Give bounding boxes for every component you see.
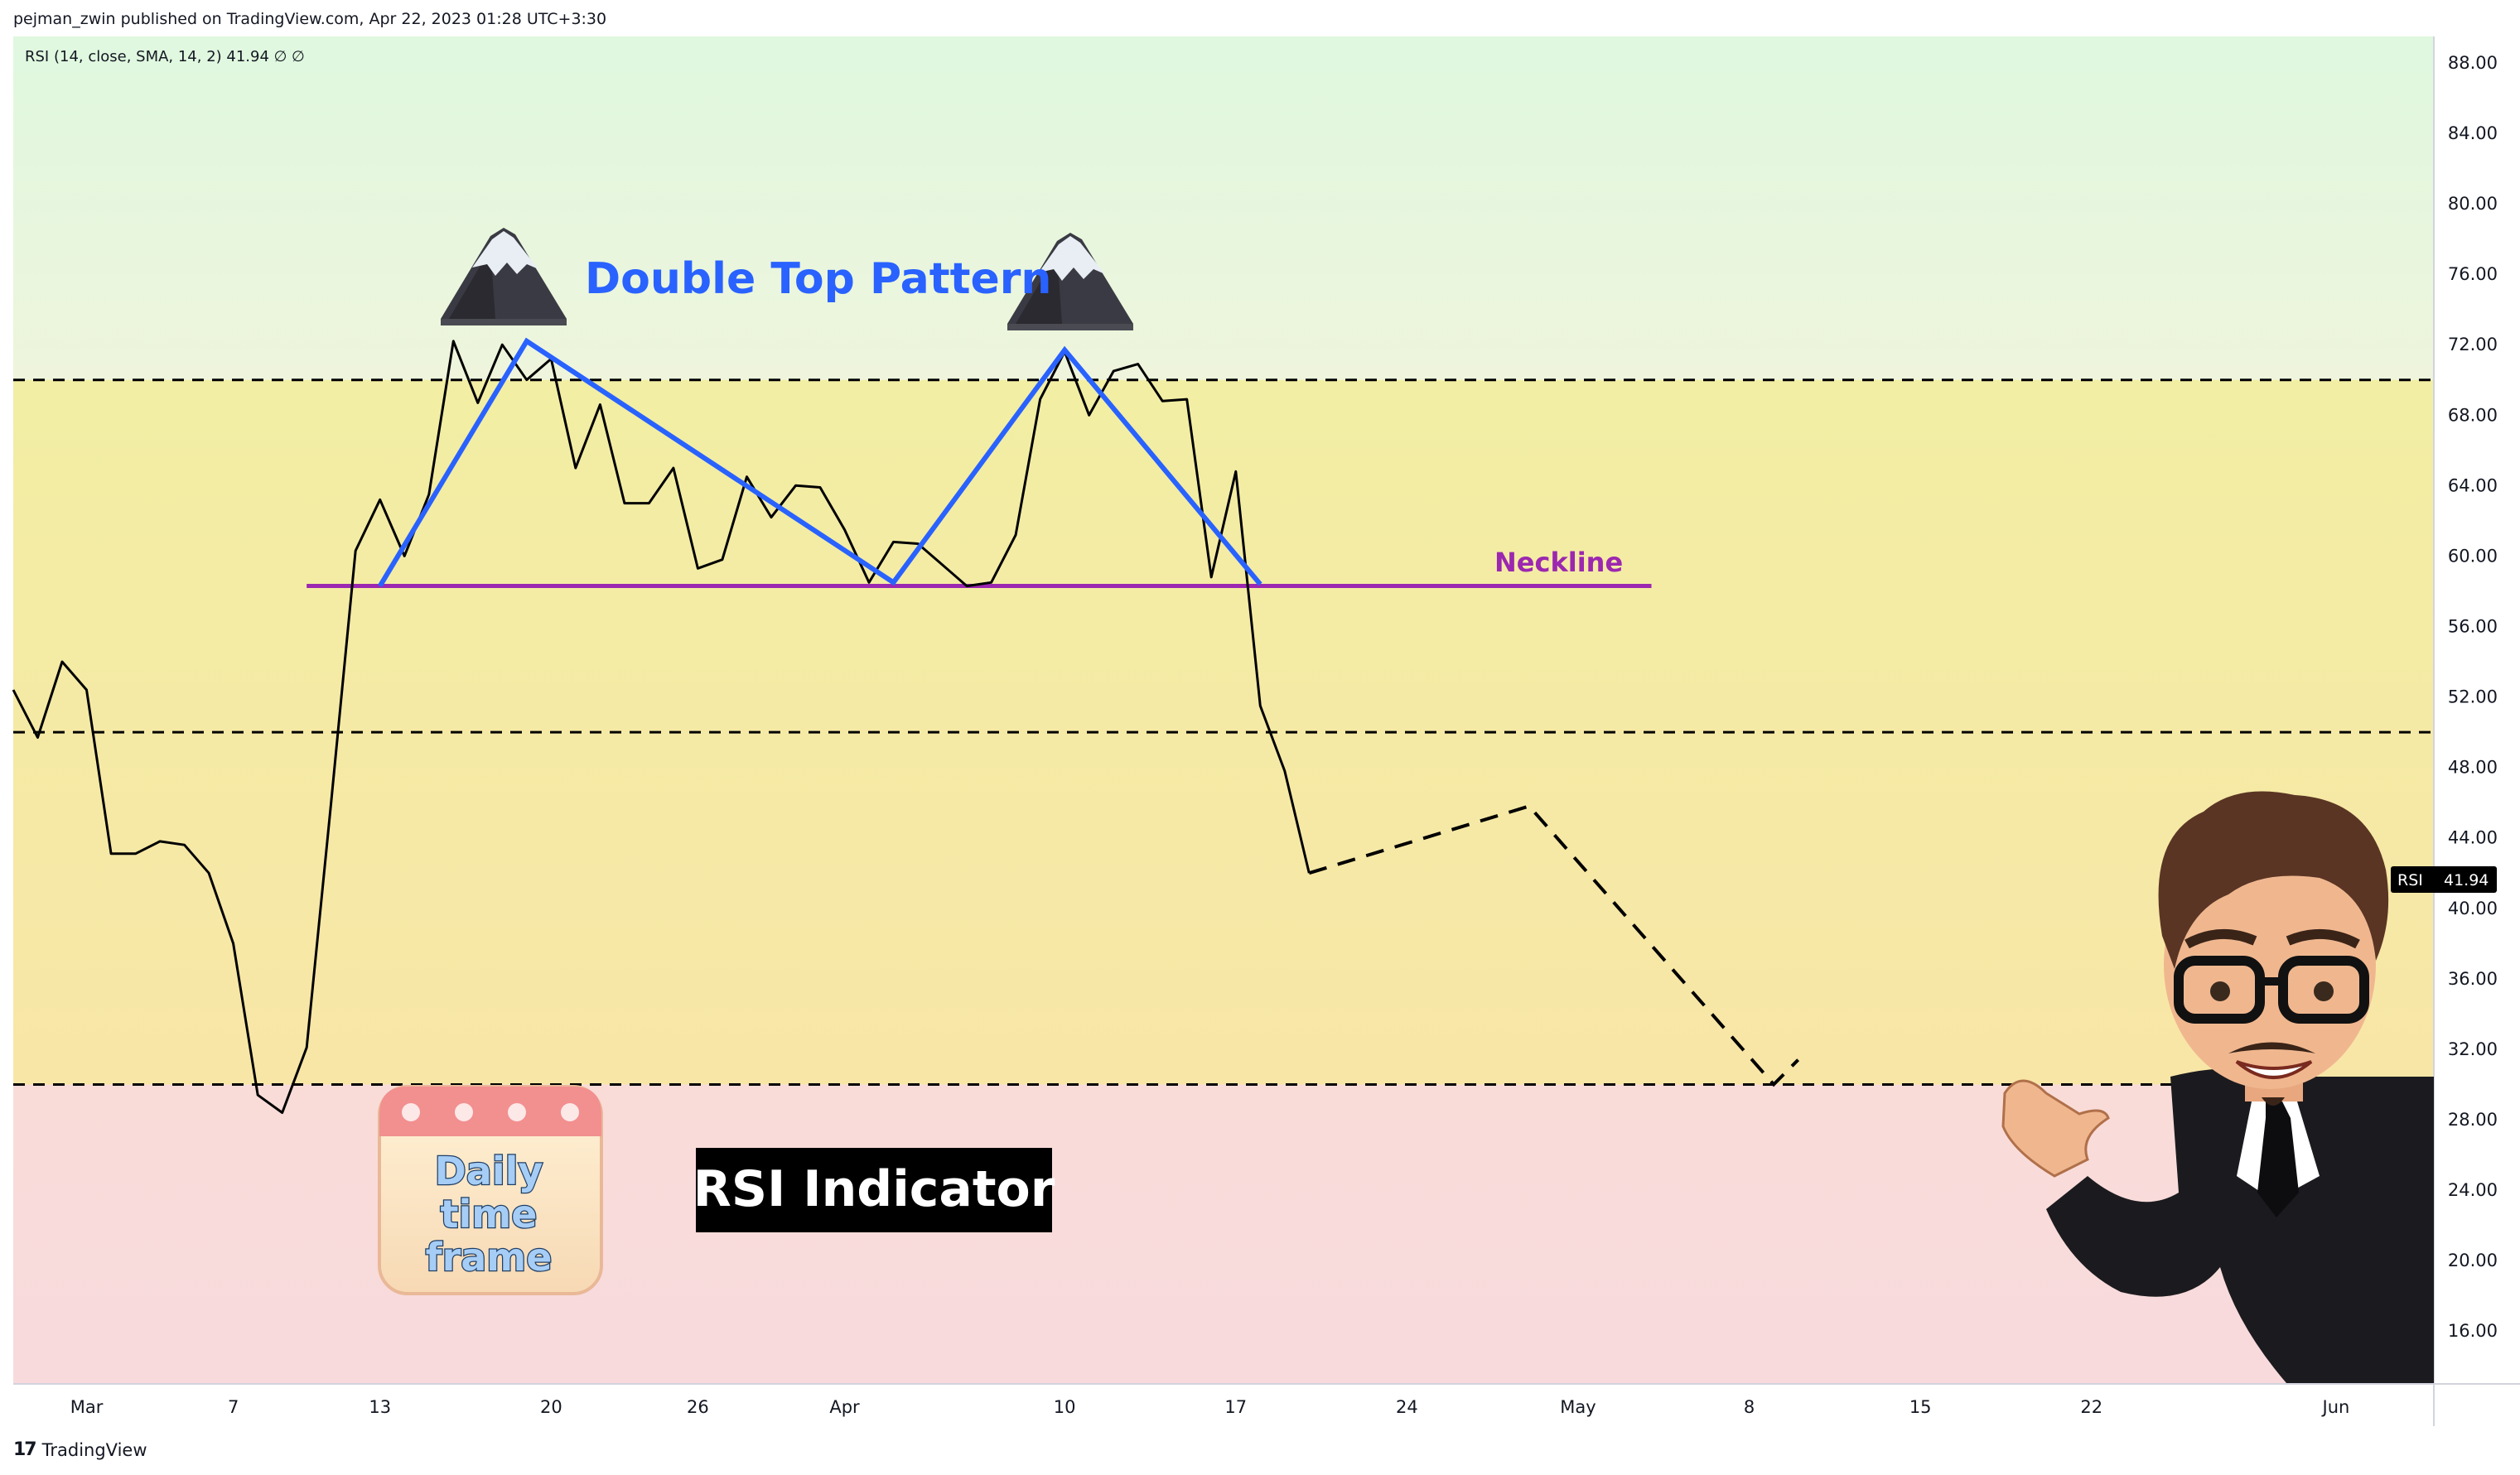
x-tick-label: 13	[369, 1397, 391, 1417]
y-tick-label: 64.00	[2448, 475, 2498, 495]
y-tick-label: 16.00	[2448, 1321, 2498, 1341]
x-tick-label: 15	[1909, 1397, 1932, 1417]
x-tick-label: Apr	[829, 1397, 860, 1417]
y-tick-label: 24.00	[2448, 1180, 2498, 1200]
mountain-icon	[441, 228, 567, 325]
y-tick-label: 32.00	[2448, 1039, 2498, 1059]
y-tick-label: 52.00	[2448, 687, 2498, 707]
rsi-zones	[13, 36, 2434, 1384]
y-tick-label: 48.00	[2448, 758, 2498, 778]
rsi-zone-0	[13, 36, 2434, 380]
y-tick-label: 40.00	[2448, 899, 2498, 918]
x-tick-label: 17	[1224, 1397, 1247, 1417]
last-value-number: 41.94	[2444, 871, 2489, 889]
indicator-legend[interactable]: RSI (14, close, SMA, 14, 2) 41.94 ∅ ∅	[25, 48, 305, 65]
x-tick-label: 24	[1396, 1397, 1418, 1417]
x-tick-label: 8	[1744, 1397, 1755, 1417]
x-tick-label: 22	[2080, 1397, 2102, 1417]
y-tick-label: 76.00	[2448, 264, 2498, 284]
last-value-badge: RSI 41.94	[2391, 866, 2497, 893]
calendar-text-line-1: Daily	[435, 1149, 543, 1193]
pattern-title: Double Top Pattern	[585, 254, 1051, 304]
y-tick-label: 68.00	[2448, 405, 2498, 425]
y-tick-label: 44.00	[2448, 828, 2498, 848]
x-tick-label: May	[1560, 1397, 1596, 1417]
y-tick-label: 56.00	[2448, 616, 2498, 636]
calendar-text-line-3: frame	[426, 1235, 553, 1280]
y-tick-label: 72.00	[2448, 335, 2498, 354]
x-tick-label: 26	[687, 1397, 709, 1417]
y-tick-label: 60.00	[2448, 546, 2498, 566]
x-tick-label: 10	[1054, 1397, 1076, 1417]
y-tick-label: 28.00	[2448, 1110, 2498, 1130]
last-value-name: RSI	[2397, 871, 2423, 889]
x-tick-label: Mar	[70, 1397, 104, 1417]
y-tick-label: 88.00	[2448, 53, 2498, 73]
footer-branding[interactable]: 17 TradingView	[13, 1439, 147, 1460]
avatar-presenter	[2001, 791, 2434, 1383]
rsi-indicator-label: RSI Indicator	[693, 1160, 1055, 1218]
y-tick-label: 36.00	[2448, 969, 2498, 989]
rsi-indicator-badge: RSI Indicator	[693, 1148, 1055, 1232]
tradingview-brand: TradingView	[41, 1439, 147, 1460]
publish-info: pejman_zwin published on TradingView.com…	[13, 10, 607, 28]
calendar-text-line-2: time	[441, 1192, 538, 1236]
tradingview-logo-icon: 17	[13, 1439, 37, 1460]
neckline-label: Neckline	[1494, 547, 1623, 578]
x-axis-ticks: Mar 7 13 20 26 Apr 10 17 24 May 8 15 22 Jun	[70, 1397, 2350, 1417]
x-tick-label: 7	[228, 1397, 239, 1417]
rsi-series-line	[12, 340, 1311, 1114]
y-axis-ticks: 88.00 84.00 80.00 76.00 72.00 68.00 64.00 60.00…	[2448, 53, 2498, 1341]
x-tick-label: Jun	[2321, 1397, 2350, 1417]
calendar-icon: Daily time frame	[378, 1085, 603, 1295]
y-tick-label: 84.00	[2448, 123, 2498, 143]
y-tick-label: 80.00	[2448, 194, 2498, 214]
mountain-icon	[1007, 233, 1133, 330]
y-tick-label: 20.00	[2448, 1251, 2498, 1270]
double-top-pattern-line	[378, 337, 1262, 588]
x-tick-label: 20	[540, 1397, 562, 1417]
